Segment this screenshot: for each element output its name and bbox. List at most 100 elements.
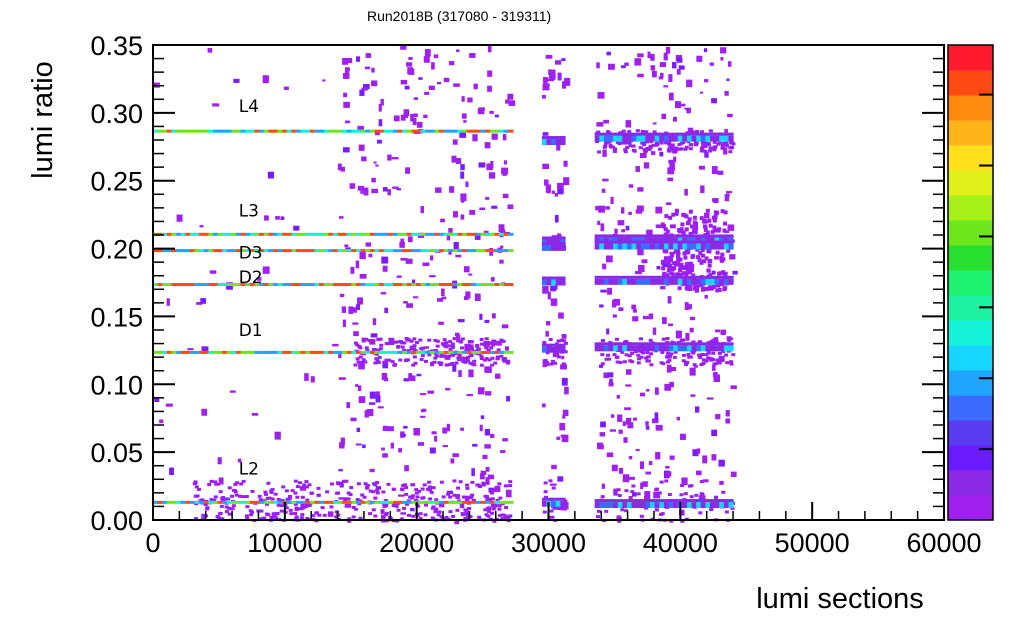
scatter-cell (391, 504, 396, 508)
band-cell (650, 499, 656, 503)
scatter-cell (411, 363, 416, 367)
band-cell (263, 249, 269, 253)
scatter-cell (598, 364, 604, 368)
scatter-cell (629, 476, 635, 480)
scatter-cell (460, 356, 465, 360)
scatter-cell (417, 489, 422, 493)
band-cell (411, 283, 417, 287)
band-cell (323, 350, 329, 354)
band-cell (452, 129, 459, 133)
scatter-cell (466, 359, 471, 363)
scatter-cell (353, 363, 358, 367)
scatter-cell (681, 103, 686, 107)
scatter-cell (418, 516, 423, 520)
band-cell (626, 345, 633, 352)
scatter-cell (423, 114, 428, 119)
scatter-cell (435, 187, 442, 193)
scatter-cell (420, 206, 425, 214)
scatter-cell (264, 502, 269, 506)
band-cell (599, 502, 605, 509)
band-cell (636, 243, 642, 250)
scatter-cell (392, 363, 397, 367)
scatter-cell (369, 468, 375, 473)
scatter-cell (438, 321, 444, 325)
band-cell (594, 234, 600, 238)
scatter-cell (701, 358, 706, 362)
scatter-cell (665, 360, 670, 364)
scatter-cell (221, 495, 226, 499)
band-cell (236, 283, 242, 287)
scatter-cell (434, 354, 439, 358)
scatter-cell (726, 78, 730, 82)
scatter-cell (543, 359, 548, 363)
scatter-cell (389, 341, 394, 345)
band-cell (608, 342, 614, 346)
scatter-cell (663, 227, 668, 232)
x-tick-label: 0 (145, 528, 160, 558)
scatter-cell (491, 507, 496, 511)
scatter-cell (258, 498, 263, 502)
scatter-cell (699, 260, 704, 265)
band-cell (622, 499, 628, 503)
scatter-cell (706, 356, 711, 360)
band-cell (691, 499, 697, 503)
scatter-cell (659, 361, 664, 365)
scatter-cell (273, 492, 278, 496)
band-cell (434, 249, 440, 253)
scatter-cell (711, 340, 716, 344)
band-cell (686, 342, 693, 346)
scatter-cell (439, 515, 444, 519)
band-cell (719, 345, 725, 352)
band-cell (494, 249, 500, 253)
band-cell (388, 500, 394, 504)
scatter-cell (362, 444, 366, 449)
scatter-cell (222, 497, 227, 501)
scatter-cell (689, 327, 694, 333)
scatter-cell (329, 505, 334, 509)
scatter-cell (237, 494, 242, 498)
band-cell (723, 132, 730, 136)
band-cell (194, 249, 200, 253)
band-cell (226, 232, 233, 236)
scatter-cell (624, 62, 629, 66)
band-cell (709, 234, 716, 238)
band-cell (406, 249, 412, 253)
scatter-cell (239, 482, 244, 486)
band-cell (259, 500, 265, 504)
band-cell (728, 243, 734, 250)
band-cell (622, 342, 628, 346)
scatter-cell (365, 485, 370, 489)
band-cell (222, 500, 228, 504)
band-cell (613, 243, 619, 250)
band-cell (277, 283, 283, 287)
scatter-cell (667, 358, 672, 362)
scatter-cell (597, 150, 602, 154)
band-cell (360, 232, 366, 236)
band-cell (631, 240, 637, 244)
band-cell (383, 249, 389, 253)
scatter-cell (415, 514, 420, 518)
scatter-cell (545, 351, 550, 355)
scatter-cell (556, 436, 561, 440)
scatter-cell (410, 494, 415, 498)
scatter-cell (416, 373, 422, 377)
scatter-cell (692, 449, 699, 457)
band-cell (356, 249, 362, 253)
scatter-cell (713, 362, 718, 366)
scatter-cell (377, 139, 382, 144)
colorbar-step (948, 270, 993, 296)
band-cell (663, 234, 670, 238)
band-cell (374, 500, 380, 504)
scatter-cell (405, 62, 413, 67)
band-cell (291, 283, 297, 287)
scatter-cell (346, 497, 351, 501)
band-cell (599, 234, 605, 238)
band-cell (383, 232, 389, 236)
band-cell (475, 129, 482, 133)
scatter-cell (624, 353, 629, 357)
scatter-cell (467, 506, 472, 510)
band-cell (622, 234, 628, 238)
scatter-cell (672, 355, 677, 359)
band-cell (728, 237, 734, 244)
scatter-cell (450, 361, 455, 365)
